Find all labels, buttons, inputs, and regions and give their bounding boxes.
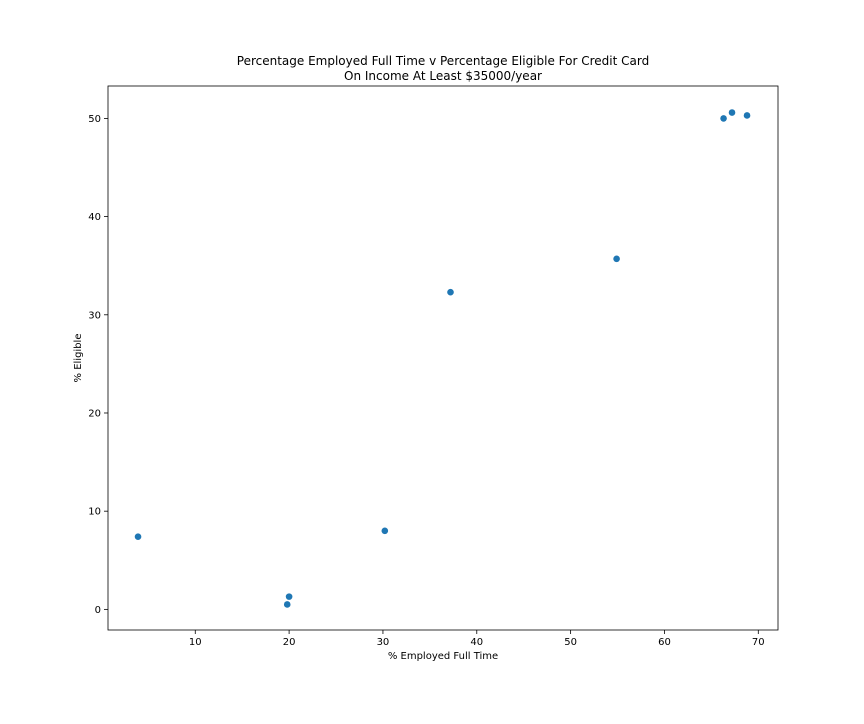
scatter-point bbox=[283, 601, 291, 608]
y-tick-label: 50 bbox=[88, 114, 101, 125]
x-tick-label: 10 bbox=[189, 637, 202, 648]
y-tick-label: 20 bbox=[88, 408, 101, 419]
y-tick-label: 40 bbox=[88, 212, 101, 223]
chart-subtitle: On Income At Least $35000/year bbox=[344, 69, 542, 83]
scatter-point bbox=[720, 115, 727, 122]
scatter-point bbox=[447, 288, 454, 296]
plot-area: 10 20 30 40 50 60 70 0 10 20 30 40 50 bbox=[88, 109, 765, 648]
x-tick-label: 50 bbox=[564, 637, 577, 648]
x-tick-label: 70 bbox=[752, 637, 765, 648]
y-tick-label: 10 bbox=[88, 507, 101, 518]
axes-frame bbox=[107, 85, 779, 631]
chart-title: Percentage Employed Full Time v Percenta… bbox=[237, 54, 649, 68]
y-tick-label: 30 bbox=[88, 310, 101, 321]
y-tick-label: 0 bbox=[95, 605, 101, 616]
x-tick-label: 20 bbox=[283, 637, 296, 648]
x-axis-label: % Employed Full Time bbox=[388, 651, 498, 662]
y-axis-label: % Eligible bbox=[73, 334, 84, 383]
x-tick-label: 30 bbox=[377, 637, 390, 648]
x-tick-label: 60 bbox=[658, 637, 671, 648]
scatter-point bbox=[728, 109, 736, 116]
scatter-point bbox=[285, 593, 293, 600]
scatter-point bbox=[381, 527, 389, 535]
scatter-point bbox=[743, 112, 751, 119]
x-tick-label: 40 bbox=[470, 637, 483, 648]
scatter-point bbox=[134, 533, 142, 541]
scatter-point bbox=[613, 255, 620, 263]
